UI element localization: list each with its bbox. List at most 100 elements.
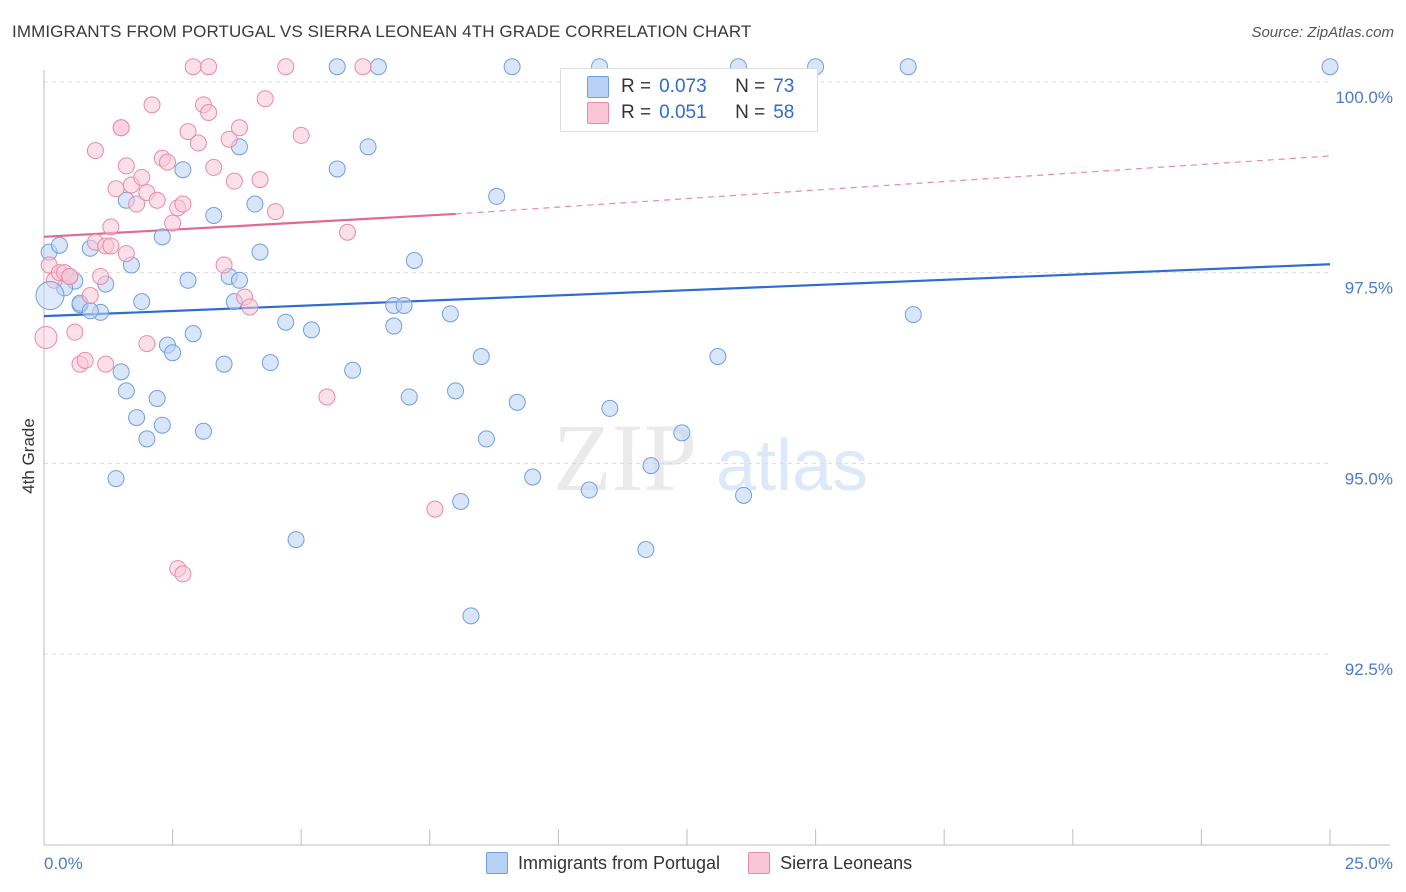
- point-portugal: [735, 486, 753, 504]
- point-sierra: [66, 323, 84, 341]
- point-portugal: [164, 344, 182, 362]
- point-sierra: [112, 119, 130, 137]
- point-portugal: [524, 468, 542, 486]
- axes: [43, 70, 1390, 846]
- series-legend: Immigrants from Portugal Sierra Leoneans: [486, 852, 940, 874]
- legend-swatch-portugal: [587, 76, 609, 98]
- legend-item-portugal[interactable]: Immigrants from Portugal: [486, 852, 720, 874]
- legend-r-value: 0.051: [659, 102, 707, 123]
- point-sierra: [143, 96, 161, 114]
- y-tick-label: 95.0%: [1345, 469, 1393, 488]
- point-portugal: [580, 481, 598, 499]
- point-portugal: [215, 355, 233, 373]
- point-sierra: [225, 172, 243, 190]
- legend-n-value: 73: [773, 76, 795, 97]
- point-sierra: [338, 223, 356, 241]
- point-portugal: [709, 348, 727, 366]
- legend-label-sierra: Sierra Leoneans: [780, 852, 913, 873]
- point-portugal: [452, 492, 470, 510]
- point-portugal: [194, 422, 212, 440]
- point-portugal: [642, 457, 660, 475]
- point-sierra: [128, 195, 146, 213]
- watermark: ZIP atlas: [553, 404, 868, 511]
- point-portugal: [477, 430, 495, 448]
- legend-item-sierra[interactable]: Sierra Leoneans: [748, 852, 912, 874]
- stats-legend: R = 0.073 N = 73 R = 0.051 N = 58: [560, 68, 818, 132]
- point-portugal: [1321, 58, 1339, 76]
- point-portugal: [462, 607, 480, 625]
- point-portugal: [328, 58, 346, 76]
- legend-n-value: 58: [773, 102, 795, 123]
- point-portugal: [261, 354, 279, 372]
- point-sierra: [189, 134, 207, 152]
- x-tick-labels: 0.0% 25.0%: [44, 854, 1393, 873]
- point-sierra: [215, 256, 233, 274]
- legend-n-label: N =: [735, 76, 766, 97]
- point-portugal: [904, 306, 922, 324]
- point-portugal: [385, 317, 403, 335]
- point-sierra: [117, 157, 135, 175]
- point-portugal: [369, 58, 387, 76]
- point-portugal: [395, 296, 413, 314]
- point-sierra: [292, 126, 310, 144]
- legend-row-sierra: R = 0.051 N = 58: [587, 101, 794, 125]
- point-sierra: [200, 104, 218, 122]
- trend-line-portugal: [43, 263, 1331, 318]
- point-portugal: [359, 138, 377, 156]
- y-tick-label: 97.5%: [1345, 279, 1393, 298]
- y-tick-labels: 100.0% 97.5% 95.0% 92.5%: [1335, 88, 1393, 679]
- source-label: Source: ZipAtlas.com: [1251, 24, 1394, 41]
- point-portugal: [447, 382, 465, 400]
- x-tick-label: 25.0%: [1345, 854, 1393, 873]
- point-sierra: [102, 218, 120, 236]
- point-sierra: [86, 142, 104, 160]
- point-sierra: [220, 130, 238, 148]
- point-portugal: [184, 325, 202, 343]
- point-portugal: [251, 243, 269, 261]
- point-sierra: [251, 171, 269, 189]
- point-portugal: [899, 58, 917, 76]
- y-tick-label: 92.5%: [1345, 660, 1393, 679]
- point-sierra: [179, 123, 197, 141]
- point-portugal: [441, 305, 459, 323]
- point-sierra: [354, 58, 372, 76]
- point-portugal: [472, 348, 490, 366]
- point-portugal: [637, 541, 655, 559]
- point-portugal: [328, 160, 346, 178]
- y-axis-label: 4th Grade: [19, 418, 38, 494]
- point-portugal: [344, 361, 362, 379]
- point-sierra: [138, 335, 156, 353]
- point-sierra: [241, 298, 259, 316]
- point-portugal: [503, 58, 521, 76]
- point-sierra: [61, 267, 79, 285]
- legend-swatch-sierra: [748, 852, 771, 874]
- point-portugal: [673, 424, 691, 442]
- point-sierra: [76, 351, 94, 369]
- point-portugal: [112, 363, 130, 381]
- point-portugal: [81, 302, 99, 320]
- point-sierra: [426, 500, 444, 518]
- point-portugal: [148, 390, 166, 408]
- point-sierra: [200, 58, 218, 76]
- watermark-zip: ZIP: [553, 404, 697, 511]
- point-sierra: [256, 90, 274, 108]
- point-sierra: [184, 58, 202, 76]
- legend-r-value: 0.073: [659, 76, 707, 97]
- point-portugal: [50, 236, 68, 254]
- grid-lines: [44, 81, 1330, 655]
- legend-row-portugal: R = 0.073 N = 73: [587, 75, 794, 99]
- point-sierra: [92, 267, 110, 285]
- trend-line-sierra-extension: [455, 155, 1331, 215]
- point-portugal: [405, 251, 423, 269]
- y-tick-label: 100.0%: [1335, 88, 1393, 107]
- point-sierra: [205, 158, 223, 176]
- point-portugal: [277, 313, 295, 331]
- point-sierra: [34, 325, 58, 349]
- point-portugal: [174, 161, 192, 179]
- point-sierra: [97, 355, 115, 373]
- point-portugal: [153, 228, 171, 246]
- legend-r-label: R =: [621, 102, 652, 123]
- x-tick-label: 0.0%: [44, 854, 83, 873]
- point-portugal: [508, 393, 526, 411]
